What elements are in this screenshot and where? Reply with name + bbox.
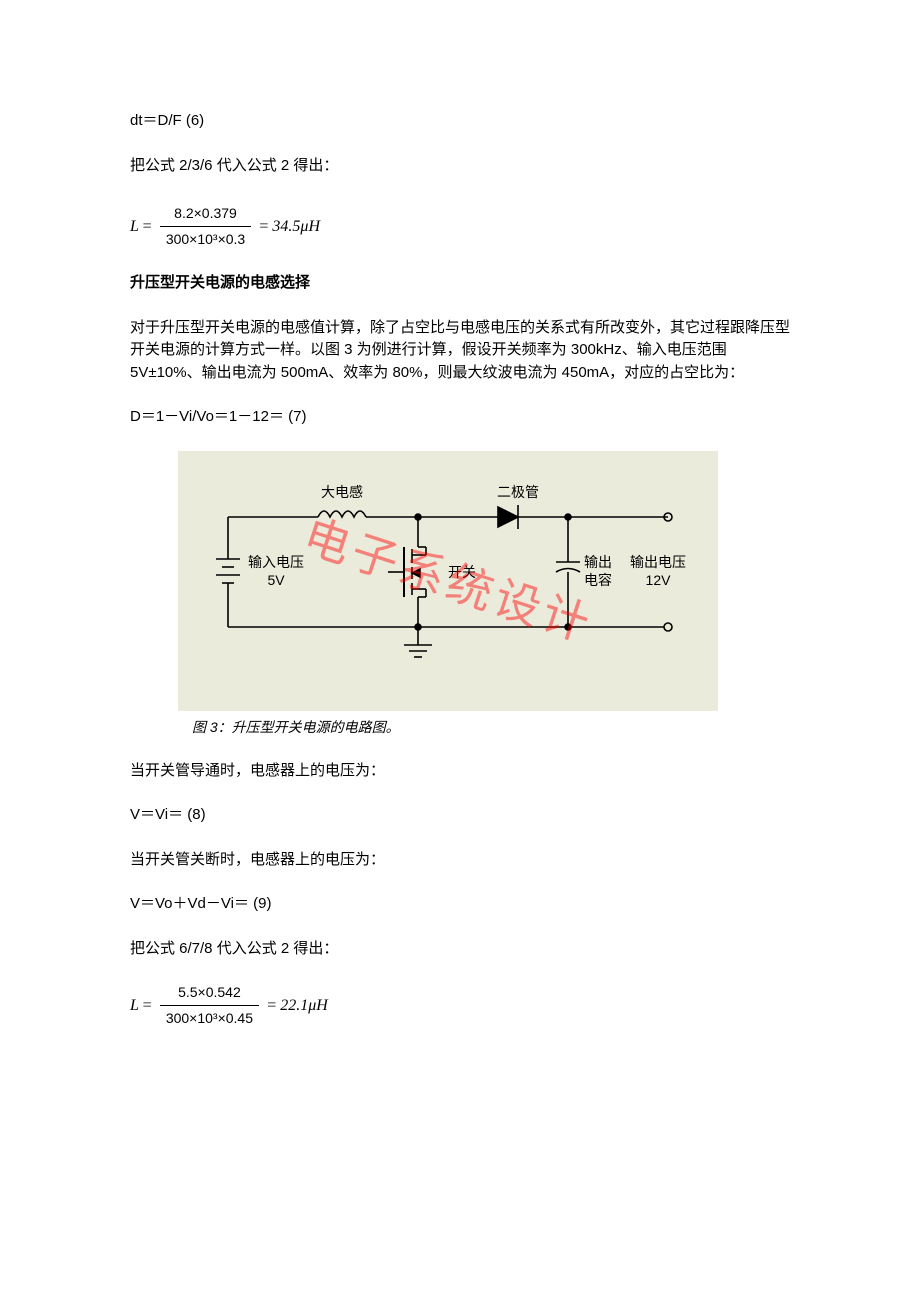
svg-text:电容: 电容 bbox=[584, 572, 612, 588]
paragraph-switch-off: 当开关管关断时，电感器上的电压为： bbox=[130, 849, 790, 872]
paragraph-derive-1: 把公式 2/3/6 代入公式 2 得出： bbox=[130, 155, 790, 178]
svg-text:开关: 开关 bbox=[448, 564, 476, 580]
svg-text:输出电压: 输出电压 bbox=[630, 554, 686, 570]
svg-text:5V: 5V bbox=[267, 572, 285, 588]
equation-8: V＝Vi＝ (8) bbox=[130, 804, 790, 827]
svg-text:大电感: 大电感 bbox=[321, 484, 363, 500]
equation-7: D＝1－Vi/Vo＝1－12＝ (7) bbox=[130, 406, 790, 429]
equation-9: V＝Vo＋Vd－Vi＝ (9) bbox=[130, 893, 790, 916]
paragraph-switch-on: 当开关管导通时，电感器上的电压为： bbox=[130, 760, 790, 783]
figure-3-wrap: 电子系统设计 bbox=[178, 451, 790, 711]
heading-boost-inductor: 升压型开关电源的电感选择 bbox=[130, 272, 790, 295]
circuit-svg: 大电感 二极管 输入电压 5V 开关 输出 电容 输出电压 12V bbox=[198, 467, 698, 695]
figure-3-caption: 图 3：升压型开关电源的电路图。 bbox=[192, 717, 790, 738]
paragraph-boost-desc: 对于升压型开关电源的电感值计算，除了占空比与电感电压的关系式有所改变外，其它过程… bbox=[130, 317, 790, 385]
svg-text:12V: 12V bbox=[646, 572, 672, 588]
svg-text:二极管: 二极管 bbox=[497, 484, 539, 500]
equation-6: dt＝D/F (6) bbox=[130, 110, 790, 133]
figure-3-circuit: 电子系统设计 bbox=[178, 451, 718, 711]
paragraph-derive-2: 把公式 6/7/8 代入公式 2 得出： bbox=[130, 938, 790, 961]
document-page: dt＝D/F (6) 把公式 2/3/6 代入公式 2 得出： L = 8.2×… bbox=[0, 0, 920, 1302]
formula-1: L = 8.2×0.379 300×10³×0.3 = 34.5μH bbox=[130, 203, 320, 250]
svg-text:输入电压: 输入电压 bbox=[248, 554, 304, 570]
svg-text:输出: 输出 bbox=[584, 554, 612, 570]
formula-2: L = 5.5×0.542 300×10³×0.45 = 22.1μH bbox=[130, 982, 790, 1029]
